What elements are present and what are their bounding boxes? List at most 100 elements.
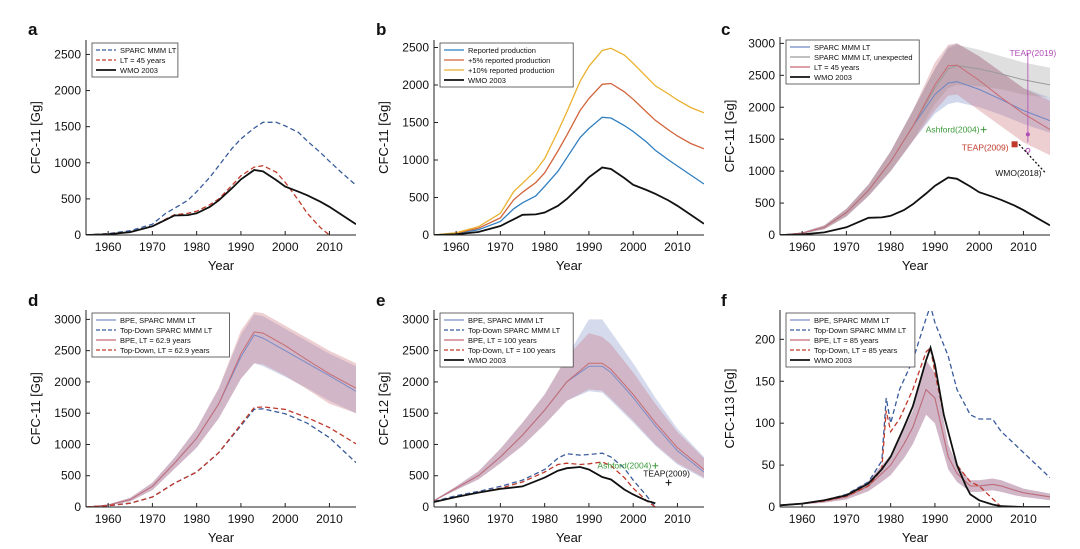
legend-entry: WMO 2003 xyxy=(468,76,506,85)
y-tick-label: 2000 xyxy=(402,375,429,389)
panel-letter: f xyxy=(721,291,727,310)
x-tick-label: 1970 xyxy=(139,240,166,254)
x-tick-label: 2000 xyxy=(966,512,993,526)
y-tick-label: 500 xyxy=(755,196,775,210)
series-line-c-2 xyxy=(780,64,1050,235)
uncertainty-band-d-0 xyxy=(86,314,356,507)
y-tick-label: 2500 xyxy=(54,47,81,61)
y-tick-label: 1000 xyxy=(402,437,429,451)
annotation-marker xyxy=(1025,132,1030,137)
y-tick-label: 1000 xyxy=(54,156,81,170)
uncertainty-band-d-2 xyxy=(86,311,356,507)
panel-f: 1960 1970 1980 1990 2000 2010 0 50 100 150 200 Year… xyxy=(721,291,1050,545)
y-tick-label: 0 xyxy=(768,228,775,242)
series-line-e-4 xyxy=(434,466,656,505)
y-tick-label: 0 xyxy=(768,500,775,514)
x-tick-label: 1960 xyxy=(789,240,816,254)
series-line-d-3 xyxy=(86,406,356,507)
legend-entry: WMO 2003 xyxy=(814,73,852,82)
annotation-label: Ashford(2004) xyxy=(926,125,980,135)
x-tick-label: 2010 xyxy=(664,240,691,254)
x-tick-label: 2000 xyxy=(272,240,299,254)
plot-area xyxy=(86,311,356,507)
series-line-b-3 xyxy=(434,166,704,235)
legend-entry: BPE, SPARC MMM LT xyxy=(814,316,890,325)
y-tick-label: 2000 xyxy=(54,375,81,389)
y-tick-label: 3000 xyxy=(402,312,429,326)
annotation-label: TEAP(2019) xyxy=(1009,48,1056,58)
x-tick-label: 1980 xyxy=(531,240,558,254)
y-tick-label: 1500 xyxy=(402,406,429,420)
y-axis-title: CFC-11 [Gg] xyxy=(722,100,737,173)
series-line-f-2 xyxy=(780,388,1050,506)
annotation-label: TEAP(2009) xyxy=(643,469,690,479)
x-tick-label: 1960 xyxy=(95,512,122,526)
y-tick-label: 2000 xyxy=(54,84,81,98)
series-line-f-4 xyxy=(780,344,1050,507)
y-tick-label: 50 xyxy=(762,458,776,472)
legend-entry: BPE, LT = 85 years xyxy=(814,336,879,345)
x-axis-title: Year xyxy=(902,530,929,545)
legend-entry: SPARC MMM LT xyxy=(120,46,177,55)
annotation-label: WMO(2018) xyxy=(995,168,1041,178)
x-tick-label: 1960 xyxy=(443,512,470,526)
x-tick-label: 1990 xyxy=(922,512,949,526)
x-tick-label: 1980 xyxy=(183,512,210,526)
x-tick-label: 1960 xyxy=(95,240,122,254)
y-tick-label: 1500 xyxy=(402,116,429,130)
series-line-a-2 xyxy=(86,169,356,235)
y-tick-label: 0 xyxy=(422,500,429,514)
legend-entry: LT = 45 years xyxy=(120,56,166,65)
plot-area xyxy=(780,43,1050,235)
y-tick-label: 2500 xyxy=(54,344,81,358)
y-axis-title: CFC-12 [Gg] xyxy=(376,372,391,446)
y-axis-title: CFC-113 [Gg] xyxy=(722,369,737,449)
legend-entry: LT = 45 years xyxy=(814,63,860,72)
y-tick-label: 1000 xyxy=(402,153,429,167)
panel-letter: b xyxy=(376,20,386,39)
series-line-b-2 xyxy=(434,47,704,235)
x-tick-label: 1970 xyxy=(139,512,166,526)
x-tick-label: 1960 xyxy=(443,240,470,254)
x-tick-label: 2010 xyxy=(1010,512,1037,526)
x-axis-title: Year xyxy=(208,530,235,545)
series-line-e-1 xyxy=(434,452,656,507)
y-tick-label: 500 xyxy=(61,469,81,483)
annotation-label: TEAP(2009) xyxy=(962,142,1009,152)
panel-a: 1960 1970 1980 1990 2000 2010 0 500 1000 1500 2000… xyxy=(28,20,356,273)
y-tick-label: 0 xyxy=(74,228,81,242)
legend-entry: WMO 2003 xyxy=(468,356,506,365)
annotation-marker xyxy=(652,462,659,469)
y-tick-label: 2500 xyxy=(402,344,429,358)
x-tick-label: 1990 xyxy=(922,240,949,254)
panel-letter: a xyxy=(28,20,38,39)
annotation: TEAP(2009) xyxy=(643,469,690,486)
y-tick-label: 1500 xyxy=(54,406,81,420)
panel-b: 1960 1970 1980 1990 2000 2010 0 500 1000 1500 2000… xyxy=(376,20,704,273)
x-axis-title: Year xyxy=(556,530,583,545)
panel-c: 1960 1970 1980 1990 2000 2010 0 500 1000 1500 2000… xyxy=(721,20,1056,273)
series-line-b-0 xyxy=(434,116,704,235)
y-axis-title: CFC-11 [Gg] xyxy=(376,101,391,174)
annotation-trend xyxy=(1018,143,1047,174)
legend-entry: Top-Down SPARC MMM LT xyxy=(814,326,907,335)
panel-letter: c xyxy=(721,20,730,39)
legend-entry: +5% reported production xyxy=(468,56,550,65)
series-line-d-2 xyxy=(86,331,356,507)
x-tick-label: 2010 xyxy=(1010,240,1037,254)
x-tick-label: 2010 xyxy=(316,512,343,526)
x-tick-label: 1970 xyxy=(833,240,860,254)
x-axis-title: Year xyxy=(556,258,583,273)
legend-entry: SPARC MMM LT, unexpected xyxy=(814,53,913,62)
x-tick-label: 1990 xyxy=(228,512,255,526)
plot-area xyxy=(434,319,704,507)
y-tick-label: 2500 xyxy=(748,68,775,82)
panel-letter: e xyxy=(376,291,385,310)
x-tick-label: 2010 xyxy=(664,512,691,526)
legend: Reported production+5% reported producti… xyxy=(439,42,574,88)
legend-entry: WMO 2003 xyxy=(814,356,852,365)
